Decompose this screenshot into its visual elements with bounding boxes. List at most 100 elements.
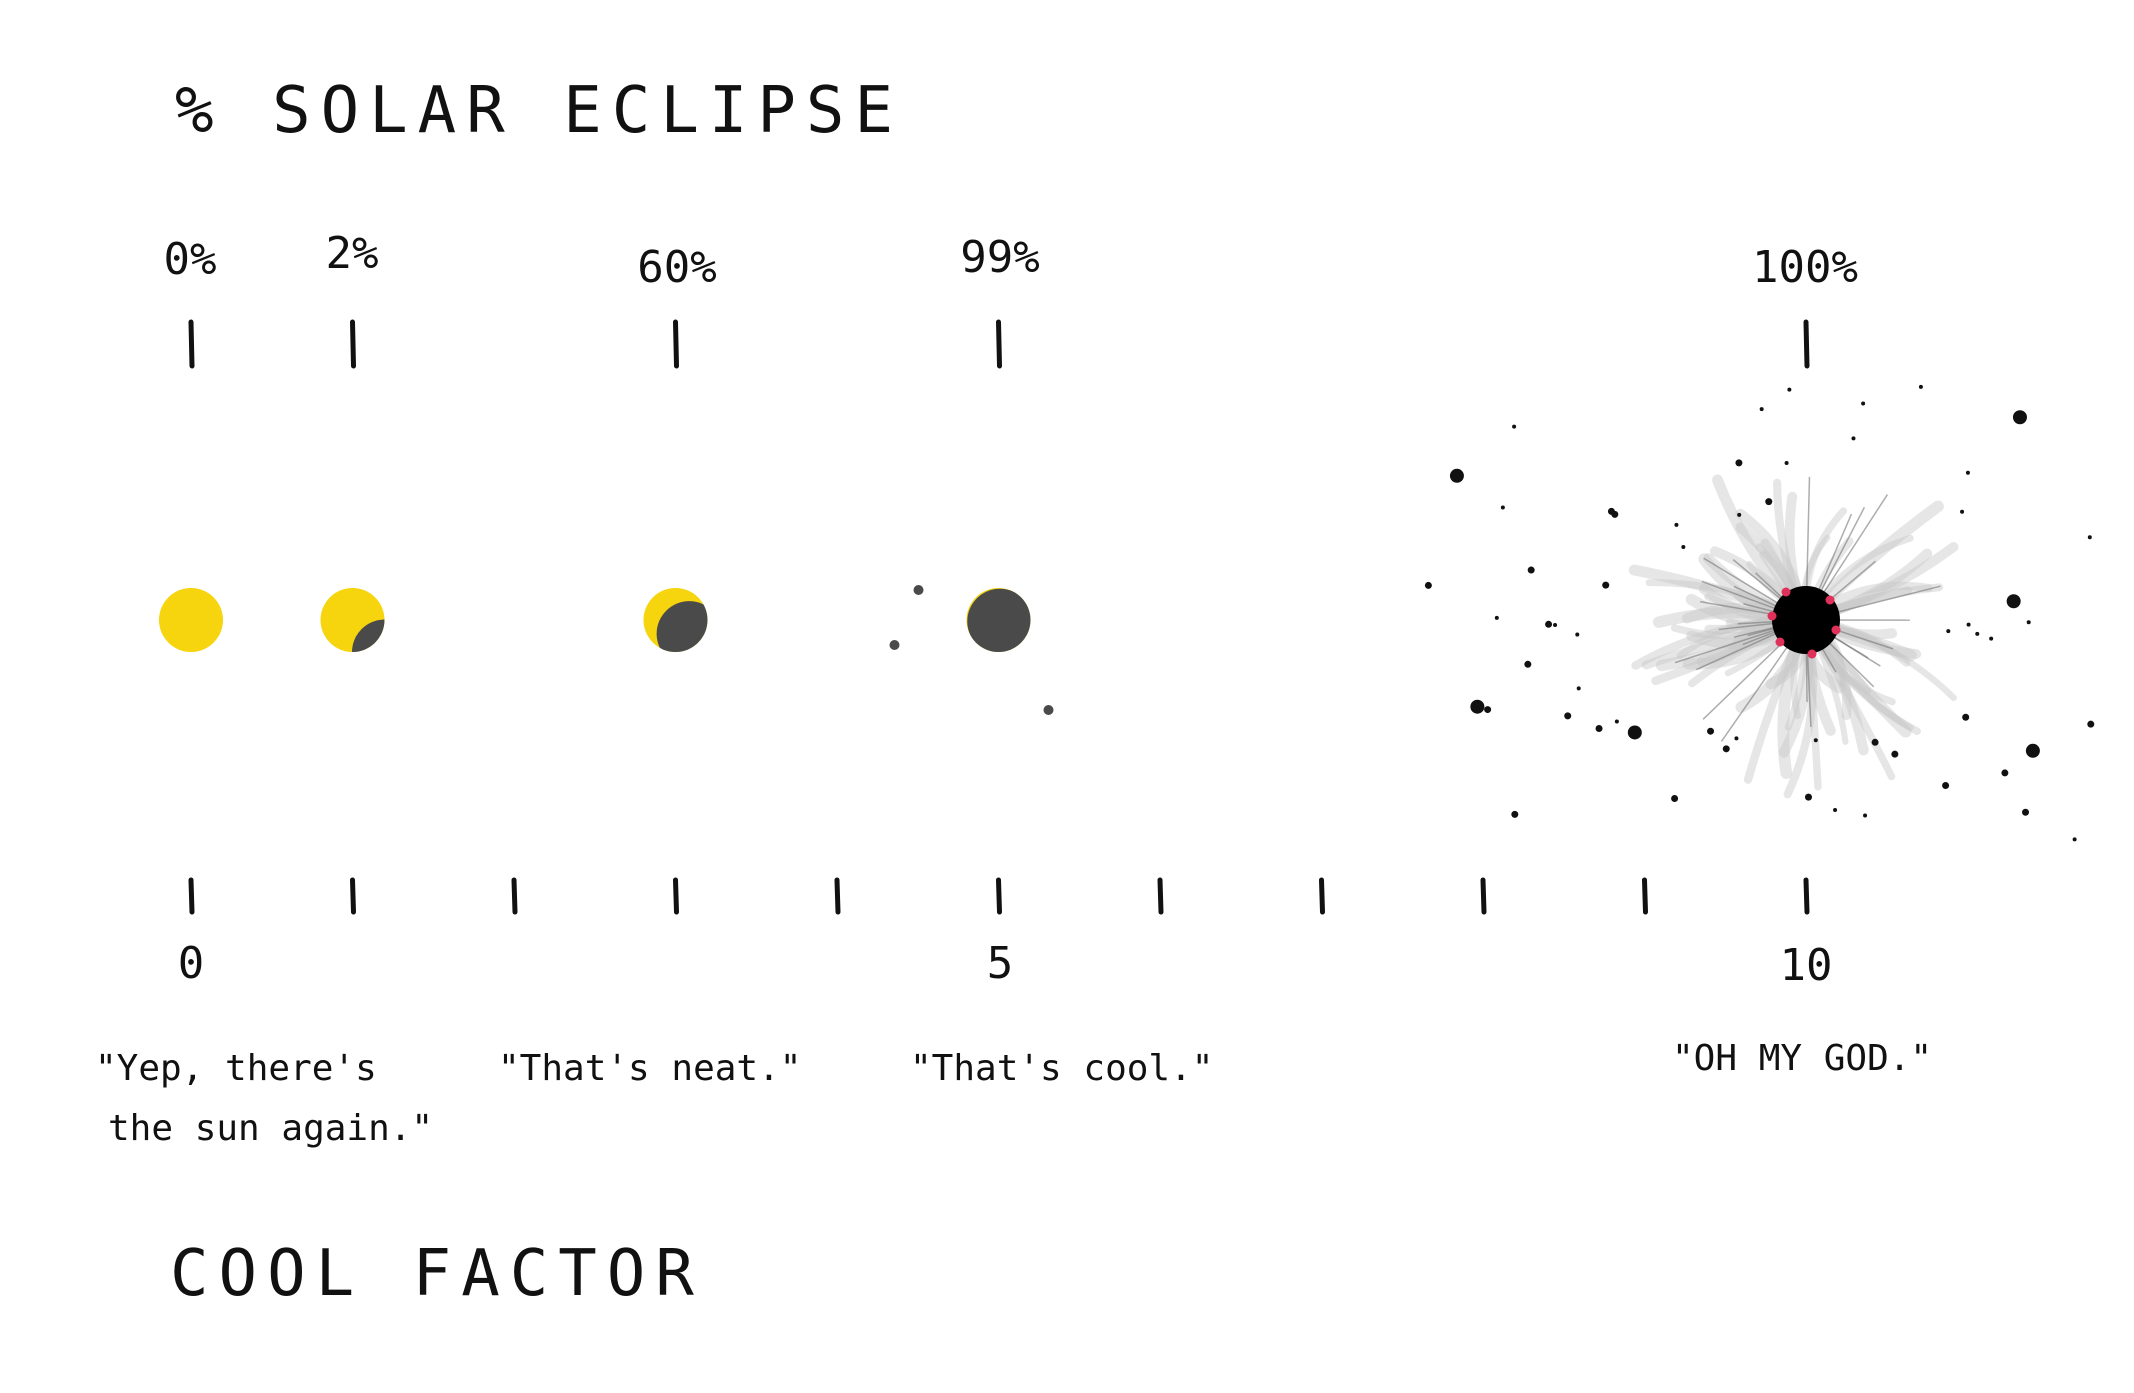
top-tick-3 <box>999 322 1000 366</box>
eclipse-point-2 <box>644 588 722 666</box>
x-tick-9 <box>1645 880 1646 912</box>
star <box>1989 637 1993 641</box>
eclipse-label-4: 100% <box>1752 242 1858 293</box>
star <box>1975 632 1979 636</box>
star <box>1805 794 1812 801</box>
chart-title: % SOLAR ECLIPSE <box>175 74 903 148</box>
star <box>1946 629 1950 633</box>
star <box>1628 725 1642 739</box>
top-tick-4 <box>1806 322 1807 366</box>
star <box>2027 620 2031 624</box>
star <box>1967 623 1971 627</box>
star <box>890 640 900 650</box>
star <box>1602 582 1609 589</box>
star <box>1872 739 1879 746</box>
star <box>1681 545 1685 549</box>
star <box>1765 498 1772 505</box>
star <box>1919 385 1923 389</box>
prominence <box>1832 626 1841 635</box>
eclipse-label-2: 60% <box>637 242 716 293</box>
x-tick-label-10: 10 <box>1780 940 1833 991</box>
star <box>1787 388 1791 392</box>
star <box>1501 506 1505 510</box>
star <box>914 585 924 595</box>
star <box>2013 410 2027 424</box>
star <box>1577 686 1581 690</box>
top-tick-1 <box>353 322 354 366</box>
star <box>1966 471 1970 475</box>
star <box>1524 661 1531 668</box>
top-tick-2 <box>676 322 677 366</box>
x-tick-2 <box>514 880 515 912</box>
x-tick-label-0: 0 <box>178 938 205 989</box>
top-tick-0 <box>191 322 192 366</box>
eclipse-label-1: 2% <box>326 228 379 279</box>
x-tick-0 <box>191 880 192 912</box>
star <box>2087 721 2094 728</box>
star <box>1674 523 1678 527</box>
star <box>1615 719 1619 723</box>
eclipse-point-4 <box>1425 385 2094 841</box>
moon-disk <box>657 601 722 666</box>
eclipse-marks <box>159 385 2094 841</box>
moon-disk <box>352 620 417 685</box>
star <box>2022 809 2029 816</box>
star <box>1737 513 1741 517</box>
star <box>2026 744 2040 758</box>
prominence <box>1782 588 1791 597</box>
star <box>1962 714 1969 721</box>
annotation-0-line-1: "Yep, there's <box>95 1048 377 1089</box>
star <box>1735 459 1742 466</box>
eclipse-label-3: 99% <box>960 232 1039 283</box>
sun-disk <box>159 588 223 652</box>
star <box>1814 738 1818 742</box>
star <box>1861 402 1865 406</box>
x-tick-5 <box>999 880 1000 912</box>
prominence <box>1808 650 1817 659</box>
star <box>1596 725 1603 732</box>
star <box>1707 728 1714 735</box>
annotation-0-line-2: the sun again." <box>108 1108 433 1149</box>
star <box>1044 705 1054 715</box>
star <box>1760 407 1764 411</box>
x-tick-8 <box>1483 880 1484 912</box>
eclipse-label-0: 0% <box>164 234 217 285</box>
star <box>2001 769 2008 776</box>
star <box>2073 837 2077 841</box>
star <box>1564 712 1571 719</box>
star <box>1611 511 1618 518</box>
x-tick-3 <box>676 880 677 912</box>
moon-disk <box>967 589 1032 654</box>
star <box>1723 745 1730 752</box>
x-tick-4 <box>837 880 838 912</box>
star <box>1495 616 1499 620</box>
star <box>1575 633 1579 637</box>
star <box>1734 736 1738 740</box>
annotation-1: "That's neat." <box>498 1048 801 1089</box>
x-tick-7 <box>1322 880 1323 912</box>
prominence <box>1826 596 1835 605</box>
star <box>1553 623 1557 627</box>
star <box>2007 594 2021 608</box>
star <box>1960 510 1964 514</box>
star <box>1833 808 1837 812</box>
star <box>2088 535 2092 539</box>
x-axis <box>191 880 1807 912</box>
star <box>1851 436 1855 440</box>
star <box>1470 700 1484 714</box>
x-tick-label-5: 5 <box>987 938 1014 989</box>
star <box>1891 751 1898 758</box>
star <box>1863 813 1867 817</box>
star <box>1528 567 1535 574</box>
star <box>1671 795 1678 802</box>
star <box>1425 582 1432 589</box>
top-tick-group <box>191 322 1807 366</box>
annotation-2: "That's cool." <box>910 1048 1213 1089</box>
eclipse-point-1 <box>321 588 418 685</box>
eclipse-point-0 <box>159 588 223 652</box>
annotation-3: "OH MY GOD." <box>1672 1038 1932 1079</box>
star <box>1512 425 1516 429</box>
star <box>1785 461 1789 465</box>
